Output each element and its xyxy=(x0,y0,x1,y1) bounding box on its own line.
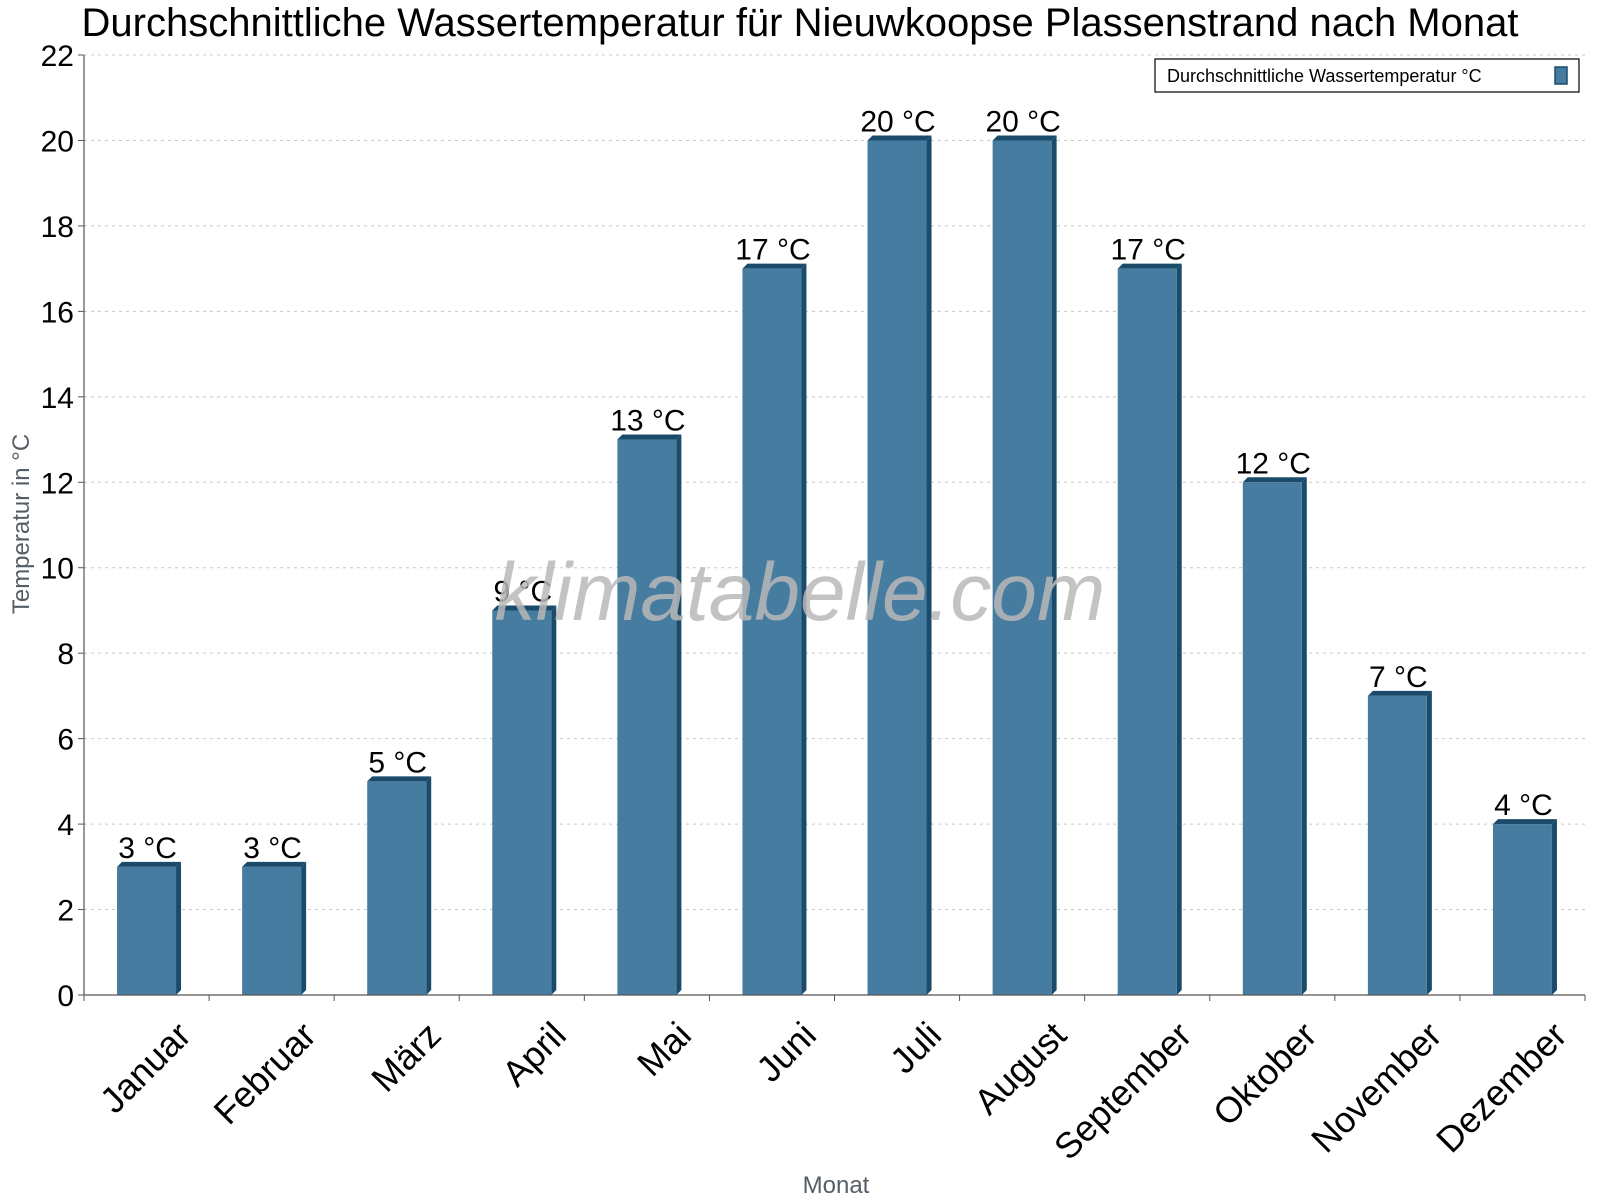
legend-box xyxy=(1154,58,1580,93)
bar-top xyxy=(1242,477,1307,483)
x-tick-label: Mai xyxy=(629,1014,699,1084)
bar-top xyxy=(117,861,182,867)
value-label: 3 °C xyxy=(118,832,177,865)
legend: Durchschnittliche Wassertemperatur °C xyxy=(1154,58,1580,93)
bar xyxy=(242,866,302,995)
y-tick-label: 6 xyxy=(57,724,74,757)
bar-side xyxy=(676,434,682,996)
bar-top xyxy=(1367,690,1432,696)
bar-side xyxy=(1176,263,1182,995)
bar xyxy=(1117,268,1177,995)
y-axis-title: Temperatur in °C xyxy=(8,434,35,614)
y-tick-label: 18 xyxy=(41,211,74,244)
value-label: 5 °C xyxy=(368,746,427,779)
x-tick-label: Juni xyxy=(748,1014,824,1090)
bar xyxy=(1242,482,1302,996)
y-tick-label: 16 xyxy=(41,296,74,329)
bar-side xyxy=(926,135,932,996)
bar-side xyxy=(1301,477,1307,996)
bar-top xyxy=(367,776,432,782)
bar-side xyxy=(801,263,807,995)
bar-side xyxy=(1051,135,1057,996)
value-label: 13 °C xyxy=(610,405,685,438)
x-tick-label: Januar xyxy=(92,1014,199,1121)
value-label: 17 °C xyxy=(735,234,810,267)
value-label: 4 °C xyxy=(1494,789,1553,822)
bar xyxy=(992,140,1052,996)
bar-side xyxy=(551,605,557,995)
value-label: 17 °C xyxy=(1111,234,1186,267)
bar-top xyxy=(1117,263,1182,269)
bar xyxy=(617,439,677,996)
value-label: 12 °C xyxy=(1236,447,1311,480)
grid-lines xyxy=(84,54,1585,911)
bar-top xyxy=(992,135,1057,141)
bar-top xyxy=(492,605,557,611)
bar-top xyxy=(242,861,307,867)
watermark: klimatabelle.com xyxy=(495,547,1106,638)
x-axis-title: Monat xyxy=(803,1172,870,1199)
bar xyxy=(742,268,802,995)
x-tick-label: Dezember xyxy=(1428,1014,1574,1160)
x-tick-label: August xyxy=(966,1014,1074,1122)
y-tick-label: 20 xyxy=(41,125,74,158)
bar-side xyxy=(1426,690,1432,995)
bar-top xyxy=(867,135,932,141)
x-tick-label: Oktober xyxy=(1205,1014,1325,1134)
value-label: 3 °C xyxy=(243,832,302,865)
y-tick-label: 22 xyxy=(41,40,74,73)
legend-label: Durchschnittliche Wassertemperatur °C xyxy=(1167,66,1482,86)
value-label: 7 °C xyxy=(1369,661,1428,694)
bars xyxy=(117,135,1557,996)
bar-top xyxy=(742,263,807,269)
value-label: 20 °C xyxy=(985,105,1060,138)
bar-top xyxy=(1492,819,1557,825)
bar xyxy=(117,866,177,995)
bar xyxy=(1492,824,1552,995)
bar-top xyxy=(617,434,682,440)
x-tick-label: Juli xyxy=(882,1014,949,1081)
y-tick-label: 2 xyxy=(57,895,74,928)
y-tick-label: 14 xyxy=(41,382,74,415)
value-label: 9 °C xyxy=(493,575,552,608)
y-tick-label: 4 xyxy=(57,809,74,842)
y-tick-label: 8 xyxy=(57,638,74,671)
value-labels: 3 °C 3 °C 5 °C 9 °C 13 °C 17 °C 20 °C 20 °C 17 °… xyxy=(118,105,1553,864)
y-tick-label: 12 xyxy=(41,467,74,500)
x-tick-label: April xyxy=(494,1014,574,1094)
x-tick-label: November xyxy=(1303,1014,1449,1160)
bar xyxy=(867,140,927,996)
bar-side xyxy=(426,776,432,995)
chart-title: Durchschnittliche Wassertemperatur für N… xyxy=(82,1,1519,45)
bar xyxy=(367,781,427,995)
bar xyxy=(492,610,552,995)
x-tick-label: September xyxy=(1046,1014,1200,1168)
bar-side xyxy=(1551,819,1557,995)
y-tick-label: 10 xyxy=(41,553,74,586)
legend-swatch xyxy=(1554,66,1568,85)
bar-side xyxy=(301,861,307,995)
bar-side xyxy=(176,861,182,995)
x-tick-label: Februar xyxy=(206,1014,324,1132)
x-tick-label: März xyxy=(363,1014,449,1100)
y-tick-label: 0 xyxy=(57,980,74,1013)
bar xyxy=(1367,695,1427,995)
value-label: 20 °C xyxy=(860,105,935,138)
